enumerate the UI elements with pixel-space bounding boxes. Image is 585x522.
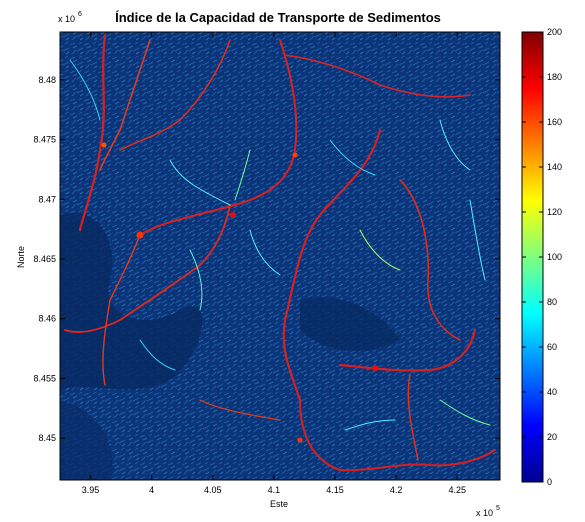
stream-network: [78, 33, 107, 232]
colorbar-tick-label: 160: [547, 117, 562, 127]
colorbar-tick-label: 120: [547, 207, 562, 217]
colorbar-tick-label: 200: [547, 27, 562, 37]
stream-network: [407, 374, 419, 461]
tributary: [329, 139, 376, 176]
chart-title: Índice de la Capacidad de Transporte de …: [115, 10, 441, 25]
colorbar-tick-label: 20: [547, 432, 557, 442]
y-axis-label: Norte: [16, 246, 26, 268]
x-tick-label: 4: [149, 485, 154, 495]
colorbar-tick-label: 40: [547, 387, 557, 397]
y-tick-label: 8.48: [38, 75, 56, 85]
stream-network: [99, 39, 151, 171]
tributary: [169, 159, 231, 206]
x-multiplier-label: x 10: [476, 508, 493, 518]
tributary: [439, 119, 471, 171]
stream-network: [284, 54, 471, 98]
y-tick-label: 8.475: [33, 135, 56, 145]
tributary: [439, 399, 491, 426]
valley-area: [300, 297, 400, 351]
x-tick-label: 4.25: [448, 485, 466, 495]
y-tick-label: 8.45: [38, 433, 56, 443]
y-tick-label: 8.46: [38, 314, 56, 324]
stream-network: [282, 128, 382, 402]
stream-network: [102, 299, 111, 386]
x-tick-label: 4.1: [268, 485, 281, 495]
x-axis: 3.95 4 4.05 4.1 4.15 4.2 4.25: [82, 32, 466, 495]
hotspot: [372, 365, 378, 371]
tributary: [469, 199, 486, 281]
plot-frame: [59, 31, 501, 481]
x-multiplier-exponent: 5: [496, 505, 500, 512]
colorbar-tick-label: 140: [547, 162, 562, 172]
x-tick-label: 4.15: [326, 485, 344, 495]
tributary: [359, 229, 401, 271]
stream-network: [199, 399, 281, 421]
colorbar: 0 20 40 60 80 100 120 140 160 180 200: [521, 27, 562, 487]
y-tick-label: 8.455: [33, 373, 56, 383]
tributary: [69, 59, 101, 121]
x-multiplier: x 10 5: [476, 505, 500, 518]
stream-network: [338, 328, 477, 372]
colorbar-tick-label: 0: [547, 477, 552, 487]
colorbar-tick-label: 60: [547, 342, 557, 352]
tributary: [344, 419, 396, 431]
x-axis-label: Este: [270, 499, 288, 509]
stream-network: [299, 399, 496, 472]
stream-network: [399, 179, 461, 341]
tributary: [189, 249, 203, 311]
stream-network: [119, 39, 231, 151]
y-multiplier: x 10 6: [58, 11, 82, 24]
y-axis: 8.45 8.455 8.46 8.465 8.47 8.475 8.48: [33, 75, 500, 443]
valley-area: [60, 212, 203, 390]
colorbar-tick-label: 100: [547, 252, 562, 262]
x-tick-label: 4.2: [390, 485, 403, 495]
stream-network: [64, 204, 231, 333]
y-tick-label: 8.465: [33, 254, 56, 264]
tributary: [234, 149, 251, 201]
terrain-overlay: [60, 33, 496, 480]
colorbar-tick-label: 80: [547, 297, 557, 307]
y-tick-label: 8.47: [38, 194, 56, 204]
hotspot: [292, 152, 298, 158]
tributary: [249, 229, 281, 276]
stream-network: [109, 234, 141, 301]
colorbar-tick-label: 180: [547, 72, 562, 82]
hotspot: [230, 212, 236, 218]
hotspot: [101, 142, 107, 148]
y-multiplier-label: x 10: [58, 14, 75, 24]
hotspot: [136, 231, 144, 239]
plot-area: [59, 31, 501, 481]
x-tick-label: 4.05: [204, 485, 222, 495]
valley-area: [60, 400, 113, 480]
x-tick-label: 3.95: [82, 485, 100, 495]
y-multiplier-exponent: 6: [78, 11, 82, 18]
colorbar-ticks: 0 20 40 60 80 100 120 140 160 180 200: [522, 27, 562, 487]
hotspot: [297, 437, 303, 443]
heatmap-background: [60, 32, 500, 480]
tributary: [139, 339, 176, 371]
stream-network: [139, 39, 298, 236]
